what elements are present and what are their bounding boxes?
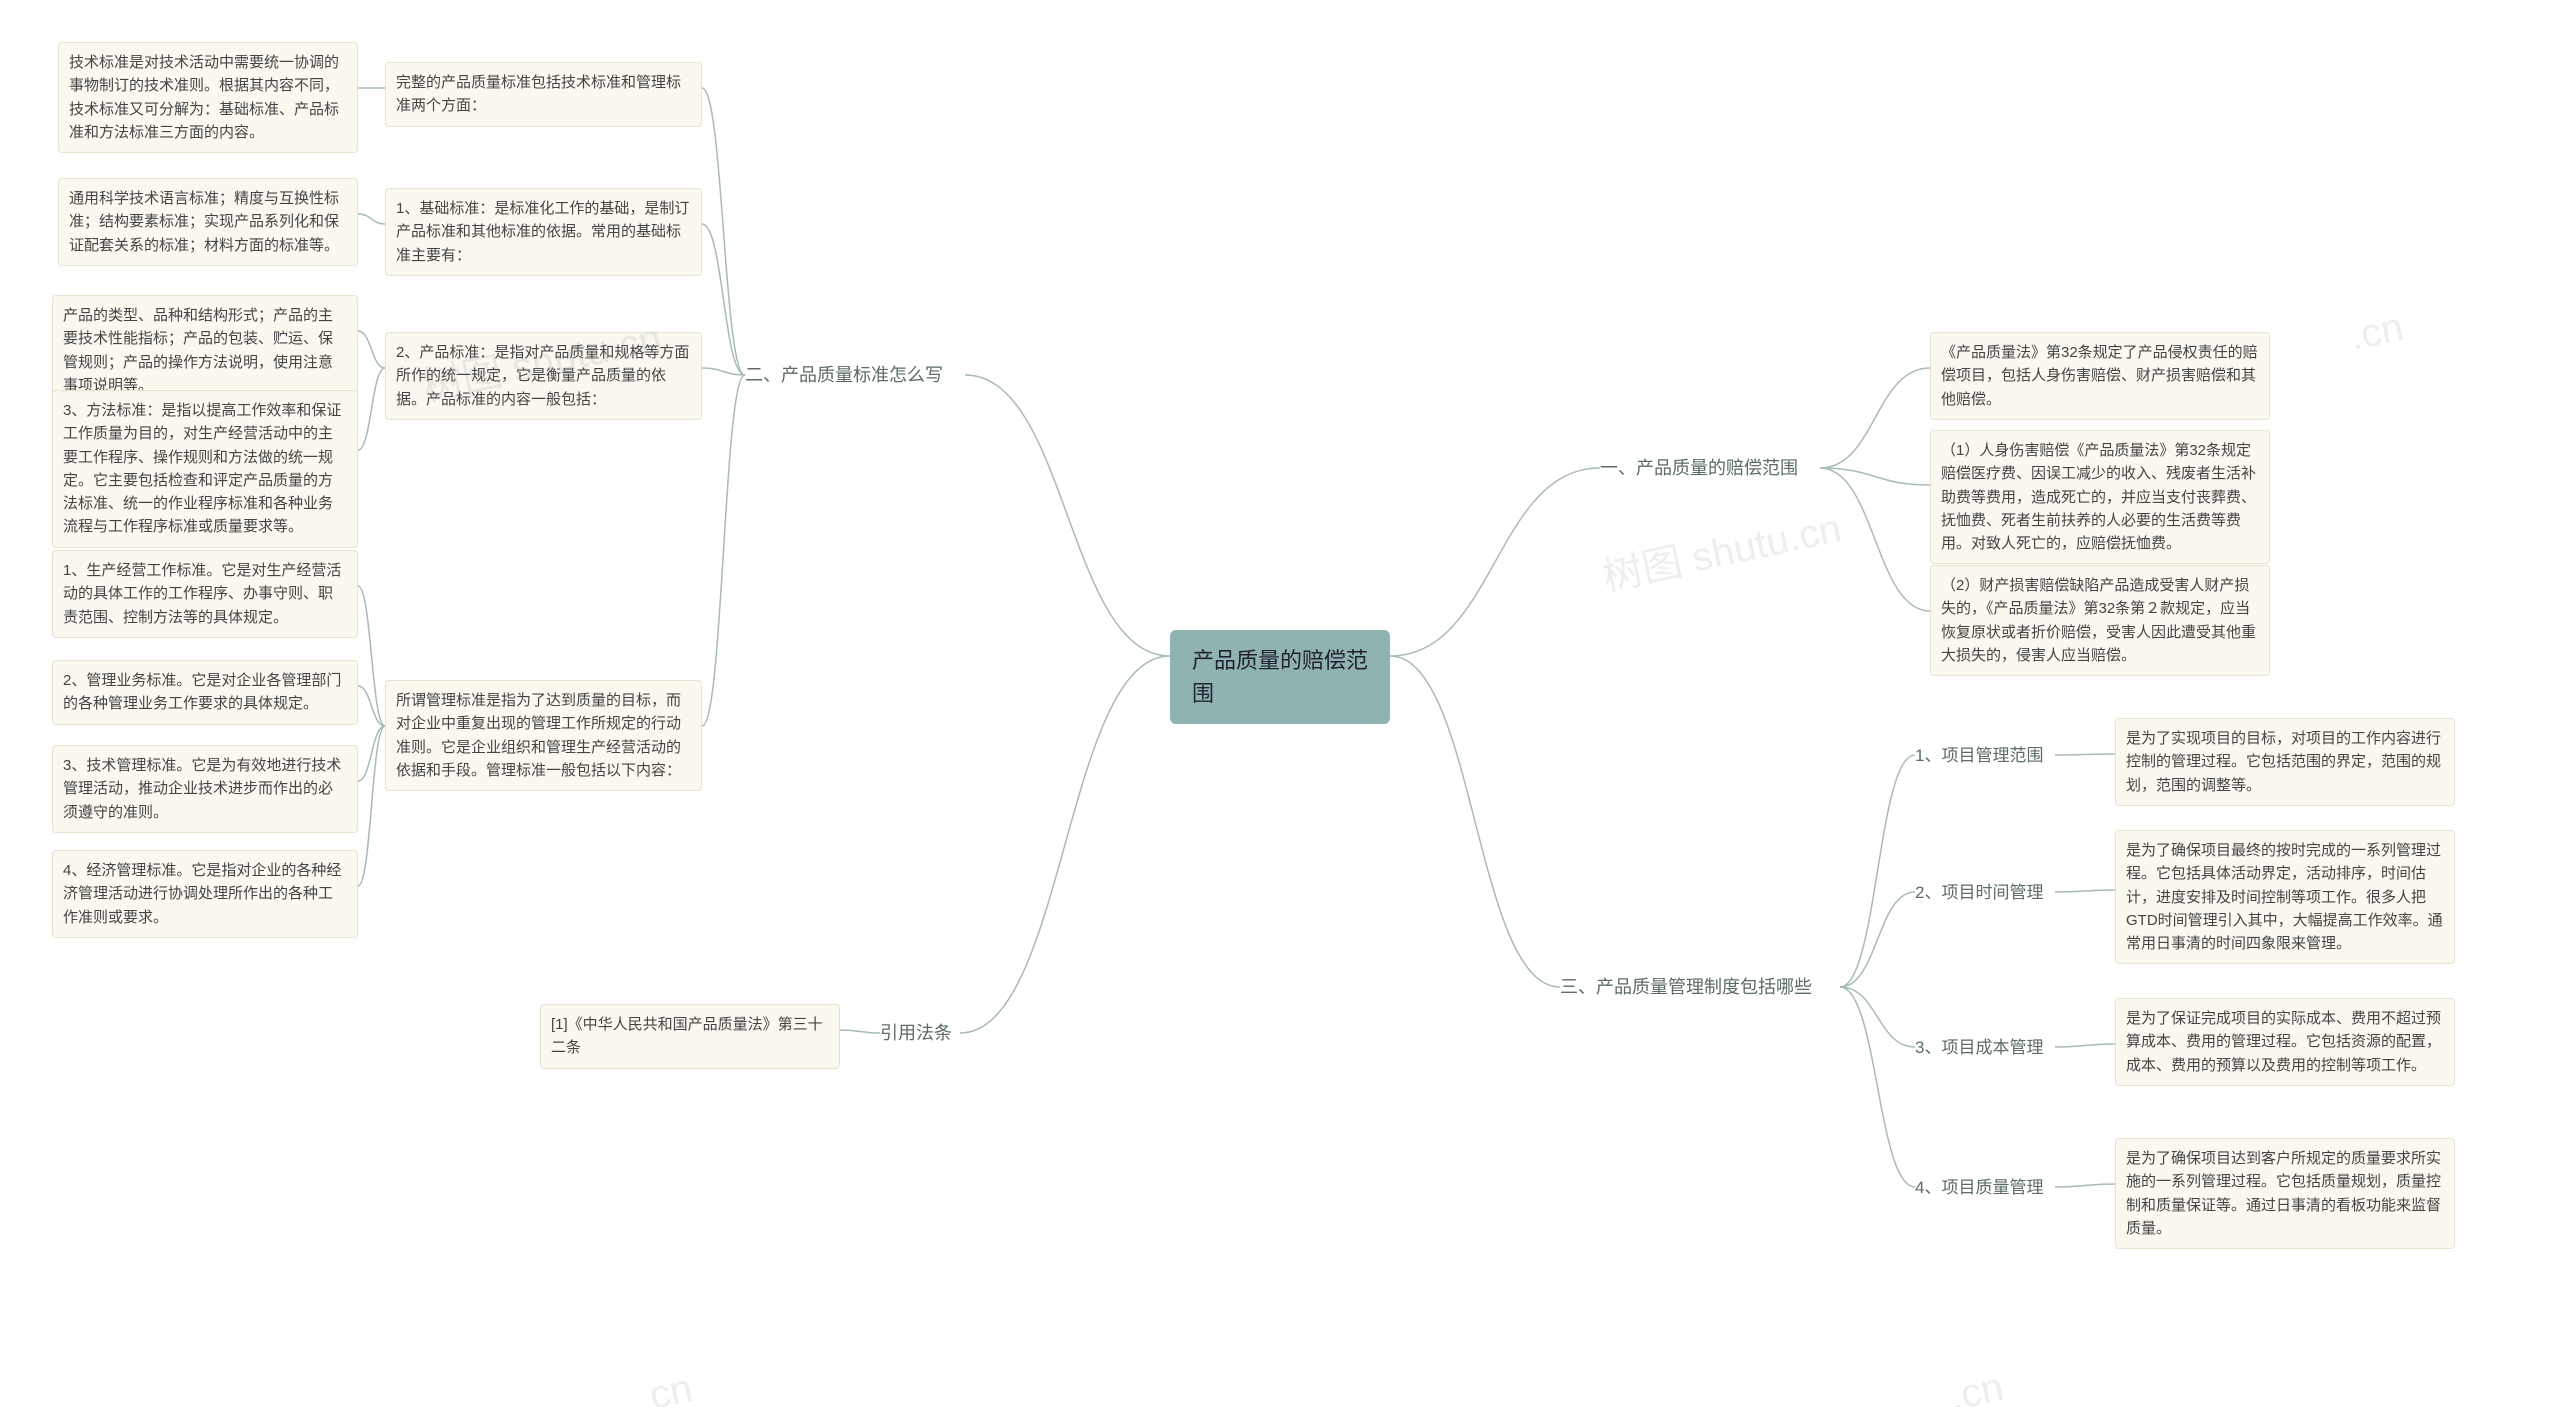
node-b3s3: 3、项目成本管理 [1915,1035,2055,1061]
node-b3s3l: 是为了保证完成项目的实际成本、费用不超过预算成本、费用的管理过程。它包括资源的配… [2115,998,2455,1086]
link [702,368,745,375]
link [1390,468,1600,656]
link [2055,754,2115,755]
node-b1c3: （2）财产损害赔偿缺陷产品造成受害人财产损失的，《产品质量法》第32条第２款规定… [1930,565,2270,676]
link [1840,755,1915,987]
watermark: .cn [1946,1365,2008,1407]
link [358,726,385,781]
node-b3s1l: 是为了实现项目的目标，对项目的工作内容进行控制的管理过程。它包括范围的界定，范围… [2115,718,2455,806]
watermark: 树图 shutu.cn [1597,495,1846,602]
link [960,656,1170,1033]
watermark: cn [646,1366,697,1407]
node-b2s2l: 通用科学技术语言标准；精度与互换性标准；结构要素标准；实现产品系列化和保证配套关… [58,178,358,266]
node-b3s2: 2、项目时间管理 [1915,880,2055,906]
link [1390,656,1560,987]
link [358,686,385,726]
watermark: .cn [2346,305,2408,360]
branch-b2: 二、产品质量标准怎么写 [745,362,965,389]
node-b2s3: 2、产品标准：是指对产品质量和规格等方面所作的统一规定，它是衡量产品质量的依据。… [385,332,702,420]
branch-b1: 一、产品质量的赔偿范围 [1600,455,1820,482]
node-b3s4: 4、项目质量管理 [1915,1175,2055,1201]
node-b2s2: 1、基础标准：是标准化工作的基础，是制订产品标准和其他标准的依据。常用的基础标准… [385,188,702,276]
node-b4l: [1]《中华人民共和国产品质量法》第三十二条 [540,1004,840,1069]
root-node: 产品质量的赔偿范围 [1170,630,1390,724]
node-b2s1l: 技术标准是对技术活动中需要统一协调的事物制订的技术准则。根据其内容不同，技术标准… [58,42,358,153]
link [2055,890,2115,892]
mindmap-canvas: 产品质量的赔偿范围 一、产品质量的赔偿范围 《产品质量法》第32条规定了产品侵权责任… [0,0,2560,1407]
node-b2s4l2: 2、管理业务标准。它是对企业各管理部门的各种管理业务工作要求的具体规定。 [52,660,358,725]
link [702,375,745,726]
node-b2s4l4: 4、经济管理标准。它是指对企业的各种经济管理活动进行协调处理所作出的各种工作准则… [52,850,358,938]
node-b2s1: 完整的产品质量标准包括技术标准和管理标准两个方面： [385,62,702,127]
node-b2s4l1: 1、生产经营工作标准。它是对生产经营活动的具体工作的工作程序、办事守则、职责范围… [52,550,358,638]
link [702,224,745,375]
link [358,331,385,368]
link [358,368,385,450]
node-b2s3l2: 3、方法标准：是指以提高工作效率和保证工作质量为目的，对生产经营活动中的主要工作… [52,390,358,548]
node-b2s4l3: 3、技术管理标准。它是为有效地进行技术管理活动，推动企业技术进步而作出的必须遵守… [52,745,358,833]
link [358,586,385,726]
branch-b3: 三、产品质量管理制度包括哪些 [1560,974,1840,1001]
link [1840,892,1915,987]
link [1820,368,1930,468]
node-b3s1: 1、项目管理范围 [1915,743,2055,769]
node-b1c1: 《产品质量法》第32条规定了产品侵权责任的赔偿项目，包括人身伤害赔偿、财产损害赔… [1930,332,2270,420]
link [702,88,745,375]
link [1840,987,1915,1047]
link [2055,1184,2115,1187]
link [1820,468,1930,485]
link [358,726,385,886]
link [965,375,1170,656]
link [840,1030,880,1033]
node-b1c2: （1）人身伤害赔偿《产品质量法》第32条规定赔偿医疗费、因误工减少的收入、残废者… [1930,430,2270,564]
link [2055,1044,2115,1047]
node-b3s4l: 是为了确保项目达到客户所规定的质量要求所实施的一系列管理过程。它包括质量规划，质… [2115,1138,2455,1249]
branch-b4: 引用法条 [880,1020,960,1047]
node-b2s4: 所谓管理标准是指为了达到质量的目标，而对企业中重复出现的管理工作所规定的行动准则… [385,680,702,791]
node-b3s2l: 是为了确保项目最终的按时完成的一系列管理过程。它包括具体活动界定，活动排序，时间… [2115,830,2455,964]
link [1840,987,1915,1187]
link [358,214,385,224]
link [1820,468,1930,611]
